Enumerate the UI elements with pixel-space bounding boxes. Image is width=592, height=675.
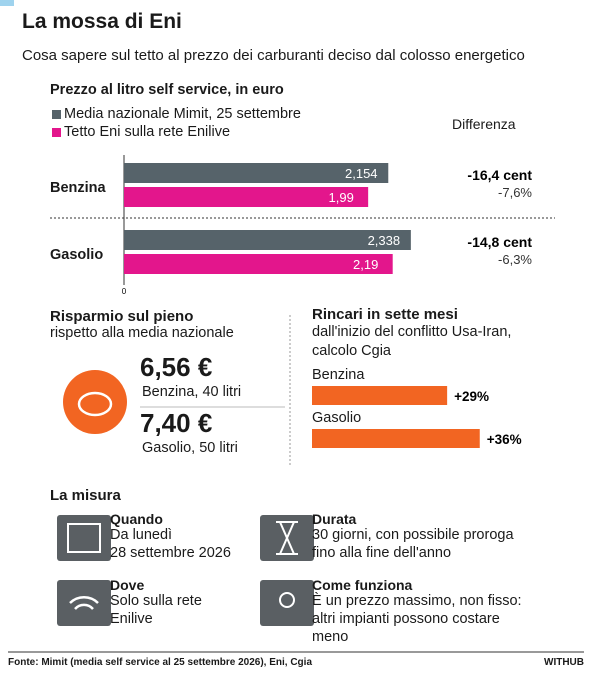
- item-title: Dove: [110, 577, 145, 593]
- category-label: Benzina: [312, 367, 365, 383]
- section-title: Risparmio sul pieno: [50, 308, 194, 325]
- section-subtitle: dall'inizio del conflitto Usa-Iran,: [312, 324, 512, 340]
- bar: [124, 254, 393, 274]
- item-text: Solo sulla rete: [110, 593, 202, 609]
- value-label: +36%: [487, 432, 522, 447]
- icons: [57, 515, 314, 626]
- section-title: Rincari in sette mesi: [312, 306, 458, 323]
- bar: [124, 187, 369, 207]
- bar: [124, 163, 389, 183]
- legend-swatch: [52, 128, 61, 137]
- category-label: Benzina: [50, 180, 106, 196]
- section-subtitle: rispetto alla media nazionale: [50, 325, 234, 341]
- value-label: 2,154: [345, 166, 378, 181]
- x-tick-label: 0: [122, 287, 127, 296]
- piggy-glyph: [77, 391, 113, 417]
- item-text: 30 giorni, con possibile proroga: [312, 527, 514, 543]
- accent: [0, 0, 14, 6]
- title: La mossa di Eni: [22, 10, 182, 33]
- section-title: La misura: [50, 487, 121, 504]
- annotation: -6,3%: [498, 252, 532, 267]
- annotation-header: Differenza: [452, 116, 516, 132]
- item-text: Enilive: [110, 611, 153, 627]
- source: Fonte: Mimit (media self service al 25 s…: [8, 657, 312, 668]
- value-label: 1,99: [329, 190, 354, 205]
- amount-detail: Gasolio, 50 litri: [142, 440, 238, 456]
- item-text: meno: [312, 629, 349, 645]
- item-title: Durata: [312, 511, 357, 527]
- category-label: Gasolio: [50, 247, 104, 263]
- subtitle: Cosa sapere sul tetto al prezzo dei carb…: [22, 47, 525, 64]
- annotation: -16,4 cent: [467, 167, 532, 183]
- value-label: 2,19: [353, 257, 378, 272]
- bar: [124, 230, 411, 250]
- item-title: Come funziona: [312, 577, 413, 593]
- item-title: Quando: [110, 511, 163, 527]
- bar: [312, 429, 480, 448]
- item-text: È un prezzo massimo, non fisso:: [312, 593, 522, 609]
- piggy-icon: [63, 370, 127, 434]
- category-label: Gasolio: [312, 410, 362, 426]
- item-text: Da lunedì: [110, 527, 173, 543]
- value-label: 2,338: [368, 233, 401, 248]
- legend-label: Media nazionale Mimit, 25 settembre: [64, 106, 301, 122]
- amount-detail: Benzina, 40 litri: [142, 384, 242, 400]
- amount: 6,56 €: [140, 352, 213, 382]
- legend-swatch: [52, 110, 61, 119]
- annotation: -7,6%: [498, 185, 532, 200]
- chart-title: Prezzo al litro self service, in euro: [50, 82, 284, 98]
- section-subtitle: calcolo Cgia: [312, 343, 391, 359]
- annotation: -14,8 cent: [467, 234, 532, 250]
- brand: WITHUB: [544, 657, 584, 668]
- amount: 7,40 €: [140, 408, 213, 438]
- item-text: fino alla fine dell'anno: [312, 545, 452, 561]
- value-label: +29%: [454, 389, 489, 404]
- legend-label: Tetto Eni sulla rete Enilive: [64, 124, 231, 140]
- item-text: altri impianti possono costare: [312, 611, 500, 627]
- bar: [312, 386, 448, 405]
- item-text: 28 settembre 2026: [110, 545, 231, 561]
